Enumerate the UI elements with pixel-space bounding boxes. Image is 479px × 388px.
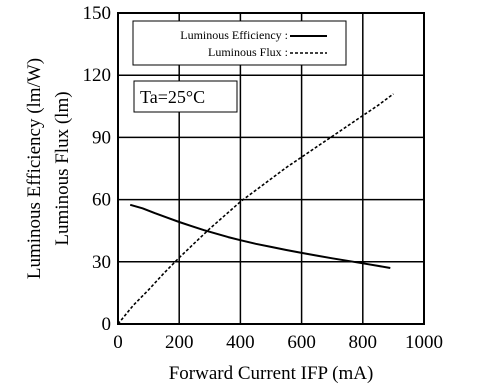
x-tick-labels: 0 200 400 600 800 1000: [113, 332, 443, 353]
series-lines: [117, 93, 394, 325]
x-tick-label: 600: [287, 332, 316, 353]
legend-box: [132, 20, 347, 66]
y-axis-label-flux: Luminous Flux (lm): [52, 91, 73, 245]
temperature-annotation: Ta=25°C: [133, 80, 238, 113]
y-tick-label: 0: [102, 314, 112, 335]
x-tick-label: 800: [349, 332, 378, 353]
legend-label-efficiency: Luminous Efficiency :: [180, 28, 288, 42]
annotation-text: Ta=25°C: [140, 87, 205, 107]
y-tick-label: 30: [92, 252, 111, 273]
series-line-efficiency: [129, 203, 391, 269]
x-tick-label: 200: [165, 332, 194, 353]
legend: Luminous Efficiency : Luminous Flux :: [132, 20, 347, 66]
x-tick-label: 1000: [405, 332, 443, 353]
y-tick-label: 150: [83, 3, 112, 24]
series-line-flux: [117, 93, 394, 325]
y-tick-label: 60: [92, 190, 111, 211]
y-tick-label: 90: [92, 127, 111, 148]
plot-frame: [117, 12, 425, 325]
x-axis-label: Forward Current IFP (mA): [169, 363, 374, 384]
y-tick-labels: 0 30 60 90 120 150: [83, 3, 112, 335]
annotation-box: [133, 80, 238, 113]
y-tick-label: 120: [83, 65, 112, 86]
x-tick-label: 0: [113, 332, 123, 353]
y-axis-label-efficiency: Luminous Efficiency (lm/W): [24, 58, 45, 279]
x-tick-label: 400: [226, 332, 255, 353]
legend-label-flux: Luminous Flux :: [208, 45, 288, 59]
